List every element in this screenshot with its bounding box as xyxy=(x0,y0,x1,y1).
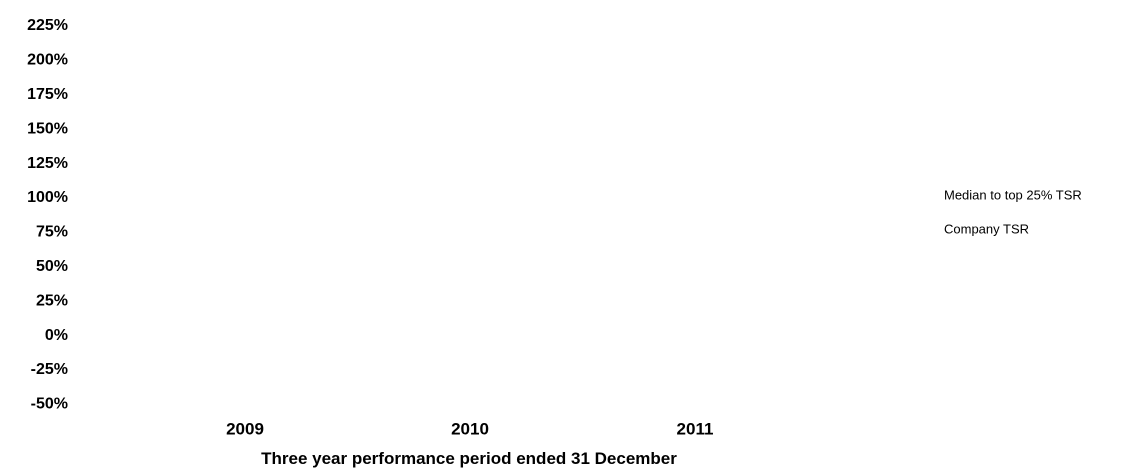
y-tick-label: 50% xyxy=(36,258,68,275)
y-tick-label: -50% xyxy=(31,396,68,413)
x-axis: 2009 2010 2011 xyxy=(226,419,713,438)
y-tick-label: 200% xyxy=(27,52,68,69)
x-tick-label: 2009 xyxy=(226,419,264,438)
y-tick-label: 100% xyxy=(27,189,68,206)
y-tick-label: 225% xyxy=(27,17,68,34)
y-tick-label: 0% xyxy=(45,327,68,344)
x-tick-label: 2011 xyxy=(677,419,714,438)
y-tick-label: -25% xyxy=(31,361,68,378)
y-tick-label: 175% xyxy=(27,86,68,103)
y-axis: 225% 200% 175% 150% 125% 100% 75% 50% 25% 0% -25% -… xyxy=(27,17,68,412)
x-axis-label: Three year performance period ended 31 D… xyxy=(261,449,677,468)
y-tick-label: 150% xyxy=(27,120,68,137)
y-tick-label: 75% xyxy=(36,224,68,241)
legend: Median to top 25% TSR Company TSR xyxy=(944,187,1082,236)
y-tick-label: 125% xyxy=(27,155,68,172)
x-tick-label: 2010 xyxy=(451,419,489,438)
legend-label: Company TSR xyxy=(944,221,1029,236)
legend-label: Median to top 25% TSR xyxy=(944,187,1082,202)
y-tick-label: 25% xyxy=(36,292,68,309)
